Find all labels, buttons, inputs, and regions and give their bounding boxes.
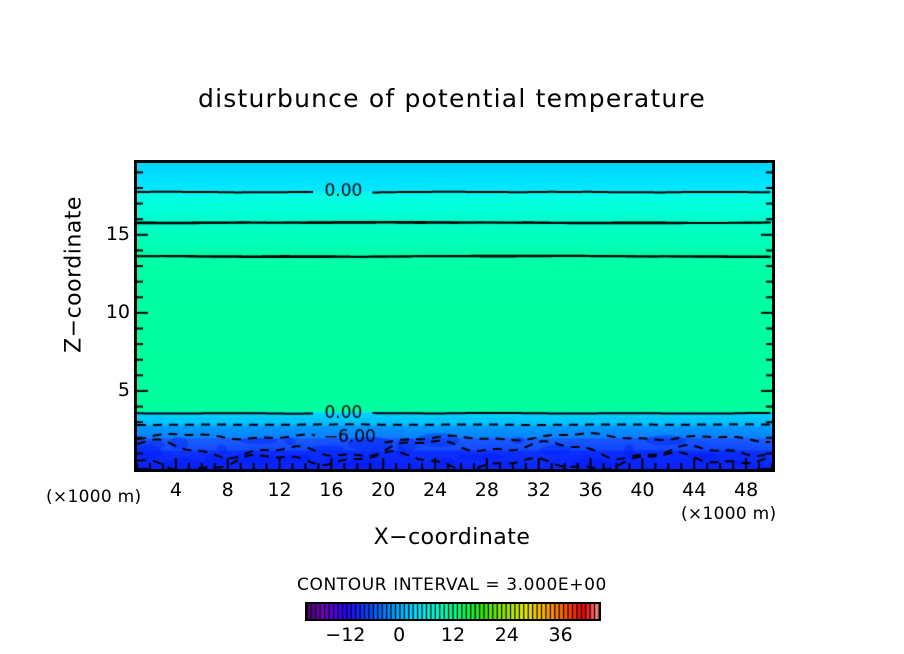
y-tick-label-15: 15: [105, 222, 130, 245]
x-tick-label-44: 44: [682, 479, 707, 501]
contour-interval-caption: CONTOUR INTERVAL = 3.000E+00: [297, 575, 607, 595]
x-tick-label-8: 8: [221, 479, 234, 501]
x-tick-label-28: 28: [474, 479, 499, 501]
colorbar: [305, 602, 601, 621]
x-tick-label-36: 36: [578, 479, 603, 501]
page-title: disturbunce of potential temperature: [198, 84, 706, 113]
contour-plot-panel: [134, 160, 775, 472]
y-axis-unit-note: (×1000 m): [46, 487, 142, 507]
x-tick-label-24: 24: [422, 479, 448, 501]
x-tick-label-20: 20: [371, 479, 396, 501]
x-axis-ticks: 4 8 12 16 20 24 28 32 36 40 44 48: [134, 479, 775, 505]
colorbar-tick--12: −12: [325, 624, 366, 646]
x-tick-label-48: 48: [733, 479, 759, 501]
x-tick-label-4: 4: [169, 479, 182, 501]
x-axis-label: X−coordinate: [373, 525, 531, 550]
y-tick-label-10: 10: [105, 300, 130, 323]
colorbar-tick-0: 0: [393, 624, 406, 646]
x-tick-label-40: 40: [630, 479, 655, 501]
colorbar-tick-36: 36: [548, 624, 573, 646]
y-axis-ticks: 5 10 15: [86, 160, 130, 472]
x-axis-unit-note: (×1000 m): [681, 504, 777, 524]
y-axis-label: Z−coordinate: [61, 196, 87, 353]
y-tick-label-5: 5: [117, 378, 130, 401]
colorbar-tick-24: 24: [494, 624, 519, 646]
x-tick-label-16: 16: [319, 479, 344, 501]
colorbar-tick-12: 12: [440, 624, 466, 646]
colorbar-canvas: [307, 604, 599, 619]
x-tick-label-12: 12: [267, 479, 292, 501]
colorbar-ticks: −12 0 12 24 36: [305, 624, 601, 648]
contour-field-canvas: [137, 163, 772, 469]
x-tick-label-32: 32: [526, 479, 551, 501]
